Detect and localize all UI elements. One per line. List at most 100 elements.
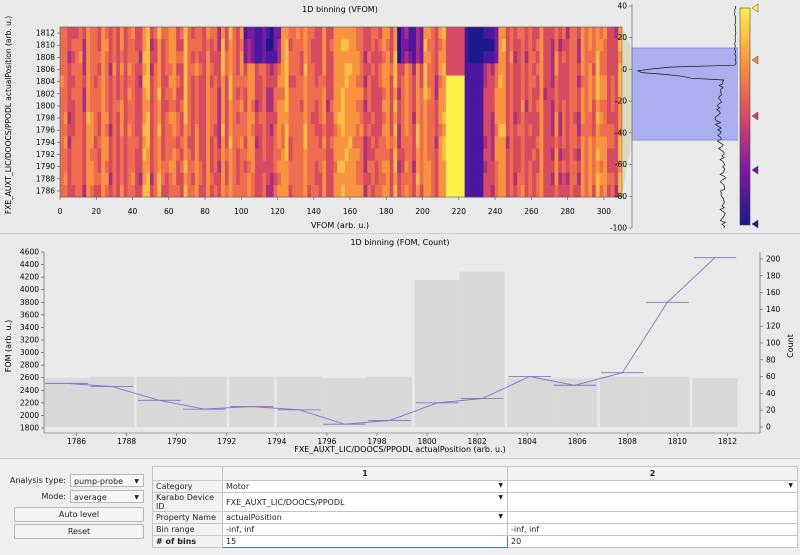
heatmap-cell (532, 136, 536, 149)
property-name-2-field[interactable] (508, 512, 798, 524)
heatmap-cell (517, 63, 521, 76)
heatmap-cell (416, 173, 420, 186)
heatmap-cell (382, 76, 386, 89)
heatmap-cell (416, 27, 420, 40)
fom-ytick-label: 3600 (20, 310, 39, 319)
heatmap-cell (67, 136, 71, 149)
heatmap-cell (378, 161, 382, 174)
heatmap-cell (274, 76, 278, 89)
heatmap-cell (90, 161, 94, 174)
heatmap-cell (615, 136, 619, 149)
heatmap-cell (262, 112, 266, 125)
bin-range-1-field[interactable]: -inf, inf (223, 524, 508, 536)
heatmap-cell (528, 124, 532, 137)
hist-tick-label: -60 (615, 160, 627, 169)
heatmap-cell (405, 124, 409, 137)
heatmap-cell (157, 63, 161, 76)
heatmap-cell (281, 148, 285, 161)
heatmap-cell (431, 63, 435, 76)
heatmap-cell (97, 88, 101, 101)
heatmap-cell (596, 100, 600, 113)
level-marker-5[interactable] (752, 220, 758, 228)
heatmap-ylabel: FXE_AUXT_LIC/DOOCS/PPODL actualPosition … (4, 16, 13, 214)
heatmap-cell (585, 185, 589, 198)
heatmap-cell (585, 161, 589, 174)
auto-level-button[interactable]: Auto level (14, 507, 144, 522)
device-id-1-select[interactable]: FXE_AUXT_LIC/DOOCS/PPODL ▼ (223, 493, 508, 512)
heatmap-cell (476, 39, 480, 52)
count-ytick-label: 40 (766, 389, 776, 398)
heatmap-cell (356, 161, 360, 174)
num-bins-2-field[interactable]: 20 (508, 536, 798, 548)
heatmap-cell (551, 185, 555, 198)
heatmap-cell (112, 76, 116, 89)
heatmap-cell (603, 76, 607, 89)
heatmap-image[interactable] (60, 27, 622, 197)
heatmap-cell (382, 100, 386, 113)
table-row: Bin range -inf, inf -inf, inf (153, 524, 798, 536)
heatmap-cell (255, 112, 259, 125)
heatmap-cell (367, 124, 371, 137)
heatmap-cell (412, 88, 416, 101)
heatmap-cell (97, 39, 101, 52)
heatmap-plot-svg[interactable]: 1D binning (VFOM) FXE_AUXT_LIC/DOOCS/PPO… (0, 0, 800, 232)
heatmap-cell (341, 136, 345, 149)
heatmap-cell (67, 148, 71, 161)
heatmap-cell (423, 88, 427, 101)
heatmap-cell (596, 173, 600, 186)
heatmap-cell (570, 100, 574, 113)
heatmap-cell (71, 161, 75, 174)
heatmap-cell (577, 185, 581, 198)
heatmap-cell (157, 161, 161, 174)
heatmap-cell (97, 100, 101, 113)
num-bins-1-field[interactable]: 15 (223, 536, 508, 548)
heatmap-cell (277, 185, 281, 198)
heatmap-cell (517, 88, 521, 101)
heatmap-cell (146, 39, 150, 52)
gradient-bar[interactable] (740, 8, 750, 225)
heatmap-cell (86, 161, 90, 174)
heatmap-cell (139, 112, 143, 125)
property-name-1-select[interactable]: actualPosition ▼ (223, 512, 508, 524)
heatmap-cell (480, 39, 484, 52)
heatmap-cell (64, 51, 68, 64)
heatmap-cell (101, 39, 105, 52)
heatmap-cell (266, 136, 270, 149)
heatmap-cell (446, 100, 450, 113)
heatmap-cell (105, 173, 109, 186)
heatmap-cell (521, 136, 525, 149)
heatmap-cell (296, 148, 300, 161)
heatmap-cell (285, 51, 289, 64)
heatmap-cell (386, 39, 390, 52)
heatmap-cell (266, 88, 270, 101)
heatmap-cell (247, 148, 251, 161)
heatmap-cell (442, 173, 446, 186)
category-2-select[interactable]: ▼ (508, 481, 798, 493)
heatmap-cell (600, 76, 604, 89)
heatmap-cell (536, 39, 540, 52)
heatmap-cell (146, 148, 150, 161)
category-1-select[interactable]: Motor ▼ (223, 481, 508, 493)
level-marker-3[interactable] (752, 112, 758, 120)
level-marker-4[interactable] (752, 166, 758, 174)
fom-count-plot-svg[interactable]: 1D binning (FOM, Count) FOM (arb. u.) Co… (0, 234, 800, 458)
reset-button[interactable]: Reset (14, 524, 144, 539)
level-marker-1[interactable] (752, 4, 758, 12)
mode-select[interactable]: average ▼ (70, 490, 144, 503)
heatmap-cell (386, 124, 390, 137)
heatmap-cell (214, 185, 218, 198)
level-region[interactable] (632, 48, 738, 140)
heatmap-cell (270, 63, 274, 76)
table-col-header-2[interactable]: 2 (508, 467, 798, 481)
heatmap-cell (517, 136, 521, 149)
bin-range-2-field[interactable]: -inf, inf (508, 524, 798, 536)
heatmap-cell (416, 161, 420, 174)
heatmap-cell (543, 148, 547, 161)
heatmap-cell (326, 88, 330, 101)
device-id-2-field[interactable] (508, 493, 798, 512)
level-marker-2[interactable] (752, 56, 758, 64)
heatmap-cell (187, 136, 191, 149)
analysis-type-select[interactable]: pump-probe ▼ (70, 474, 144, 487)
heatmap-cell (547, 148, 551, 161)
table-col-header-1[interactable]: 1 (223, 467, 508, 481)
